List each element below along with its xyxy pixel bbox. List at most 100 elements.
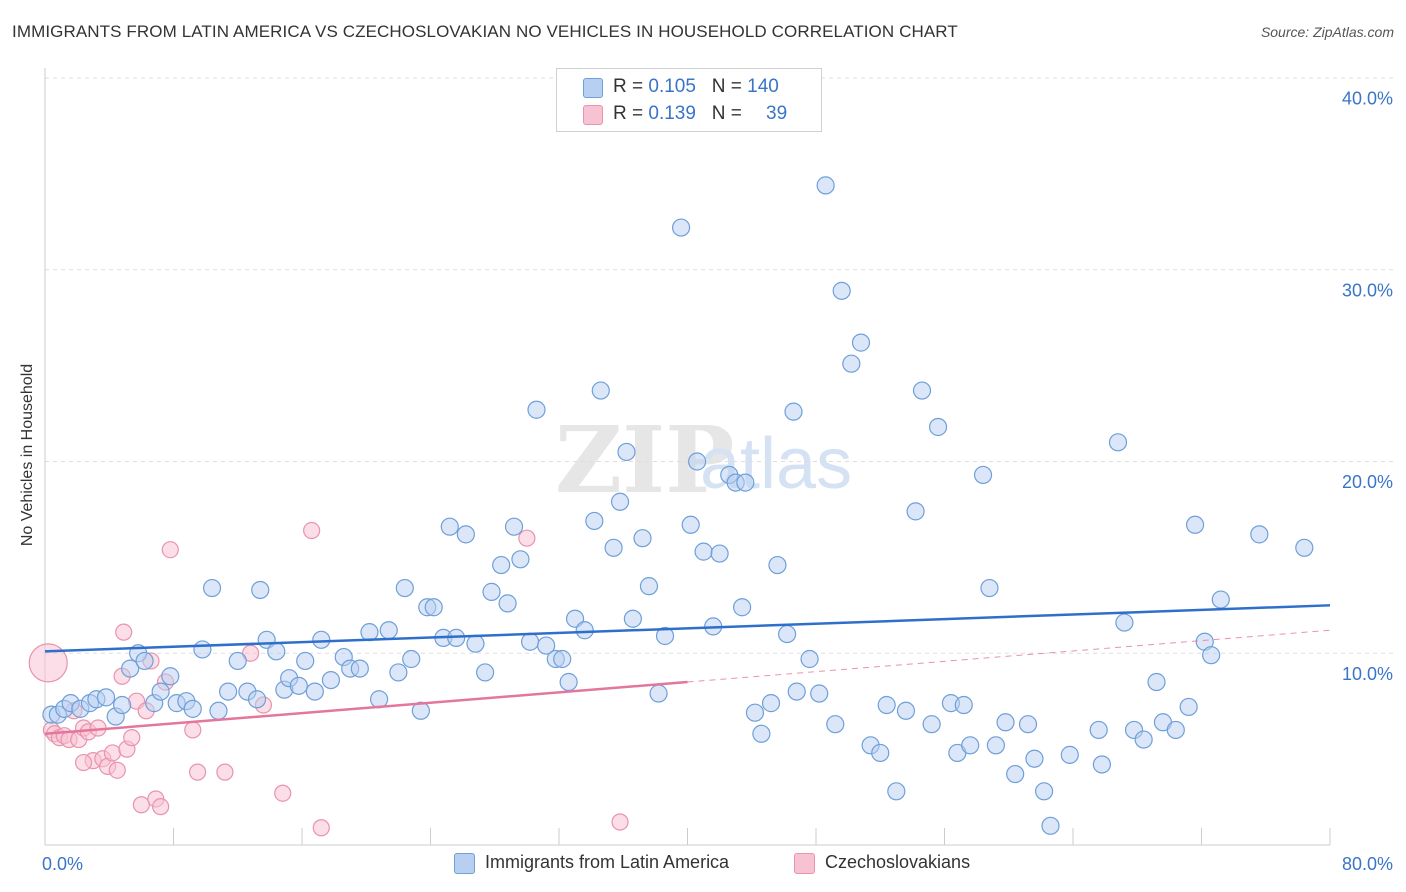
latin-america-point bbox=[816, 176, 835, 195]
latin-america-point bbox=[610, 492, 630, 511]
latin-america-point bbox=[492, 555, 511, 575]
czechoslovakians-point bbox=[28, 643, 68, 683]
latin-america-point bbox=[575, 621, 594, 640]
watermark: ZIP atlas bbox=[555, 406, 852, 514]
latin-america-point bbox=[350, 659, 369, 678]
latin-america-point bbox=[871, 743, 890, 763]
latin-america-point bbox=[96, 688, 116, 707]
n-label: N = bbox=[711, 103, 748, 124]
r-value: 0.105 bbox=[648, 76, 696, 97]
czechoslovakians-point bbox=[184, 721, 202, 739]
source-label: Source: ZipAtlas.com bbox=[1260, 24, 1394, 40]
latin-america-point bbox=[655, 626, 675, 646]
latin-america-point bbox=[736, 473, 755, 492]
bottom-legend-swatch-blue bbox=[454, 853, 475, 874]
latin-america-point bbox=[424, 598, 443, 617]
latin-america-point bbox=[1134, 730, 1153, 749]
latin-america-point bbox=[980, 578, 999, 598]
latin-america-point bbox=[761, 694, 781, 713]
latin-america-point bbox=[511, 550, 530, 569]
latin-america-point bbox=[842, 354, 861, 373]
latin-america-point bbox=[1250, 525, 1269, 544]
czechoslovakians-point bbox=[103, 744, 122, 762]
latin-america-point bbox=[296, 651, 315, 671]
latin-america-point bbox=[671, 218, 691, 237]
latin-america-point bbox=[456, 525, 475, 544]
latin-america-point bbox=[1115, 613, 1134, 632]
latin-america-point bbox=[219, 682, 238, 701]
latin-america-point bbox=[209, 701, 228, 720]
legend-text: R = 0.105 N = 140 bbox=[613, 76, 779, 98]
x-tick-label-min: 0.0% bbox=[42, 854, 83, 874]
czechoslovakians-point bbox=[303, 521, 321, 540]
latin-america-point bbox=[922, 715, 941, 734]
bottom-legend-swatch-pink bbox=[794, 853, 815, 874]
chart-title: IMMIGRANTS FROM LATIN AMERICA VS CZECHOS… bbox=[12, 22, 958, 41]
czechoslovakians-point bbox=[312, 819, 330, 837]
latin-america-point bbox=[1041, 816, 1060, 835]
czechoslovakians-point bbox=[74, 753, 93, 772]
latin-america-point bbox=[112, 695, 132, 715]
latin-america-point bbox=[251, 580, 270, 600]
latin-america-point bbox=[520, 632, 540, 651]
czechoslovakians-point bbox=[611, 813, 629, 831]
latin-america-point bbox=[228, 651, 247, 671]
r-label: R = bbox=[613, 103, 649, 124]
latin-america-point bbox=[402, 649, 421, 669]
latin-america-point bbox=[617, 442, 636, 462]
latin-america-point bbox=[777, 624, 797, 644]
czechoslovakians-point bbox=[115, 623, 133, 641]
latin-america-point bbox=[1092, 755, 1112, 774]
czechoslovakians-point bbox=[188, 763, 207, 781]
latin-america-point bbox=[633, 529, 652, 548]
latin-america-point bbox=[810, 684, 829, 703]
latin-america-point bbox=[527, 400, 546, 419]
latin-america-point bbox=[121, 659, 140, 678]
latin-america-point bbox=[733, 598, 752, 617]
czechoslovakians-point bbox=[108, 761, 126, 779]
latin-america-point bbox=[896, 701, 916, 720]
latin-america-point bbox=[360, 623, 379, 642]
latin-america-point bbox=[289, 676, 308, 695]
latin-america-point bbox=[973, 465, 993, 485]
latin-america-point bbox=[639, 577, 659, 596]
latin-america-point bbox=[954, 695, 973, 715]
latin-america-point bbox=[961, 736, 980, 755]
latin-america-point bbox=[710, 544, 729, 563]
n-value: 140 bbox=[747, 76, 779, 97]
bottom-legend-label: Czechoslovakians bbox=[825, 852, 971, 872]
latin-america-point bbox=[379, 621, 398, 640]
latin-america-point bbox=[1202, 646, 1221, 665]
latin-america-point bbox=[267, 642, 286, 661]
latin-america-point bbox=[800, 649, 819, 669]
latin-america-point bbox=[202, 578, 222, 598]
latin-america-point bbox=[928, 417, 948, 437]
latin-america-point bbox=[877, 695, 896, 715]
latin-america-point bbox=[1089, 720, 1108, 740]
latin-america-point bbox=[312, 630, 331, 649]
latin-america-point bbox=[305, 682, 324, 701]
latin-america-point bbox=[851, 333, 871, 352]
latin-america-point bbox=[476, 663, 495, 682]
watermark-atlas: atlas bbox=[700, 424, 852, 504]
latin-america-point bbox=[887, 782, 906, 801]
n-value: 39 bbox=[766, 103, 788, 124]
latin-america-point bbox=[1147, 672, 1166, 692]
latin-america-point bbox=[649, 684, 668, 703]
stats-legend: R = 0.105 N = 140 R = 0.139 N = 39 bbox=[556, 68, 822, 132]
latin-america-point bbox=[1295, 538, 1314, 557]
latin-america-point bbox=[1166, 720, 1185, 740]
latin-america-point bbox=[623, 609, 642, 628]
latin-america-point bbox=[135, 651, 154, 671]
latin-america-point bbox=[1034, 782, 1054, 801]
latin-america-point bbox=[826, 715, 845, 734]
latin-america-point bbox=[787, 682, 806, 701]
latin-america-point bbox=[906, 502, 925, 521]
latin-america-point bbox=[193, 640, 212, 659]
latin-america-point bbox=[694, 542, 713, 561]
latin-america-point bbox=[559, 672, 578, 692]
trend-lines bbox=[44, 604, 1331, 736]
czechoslovakians-point bbox=[518, 529, 536, 547]
latin-america-point bbox=[553, 649, 572, 669]
